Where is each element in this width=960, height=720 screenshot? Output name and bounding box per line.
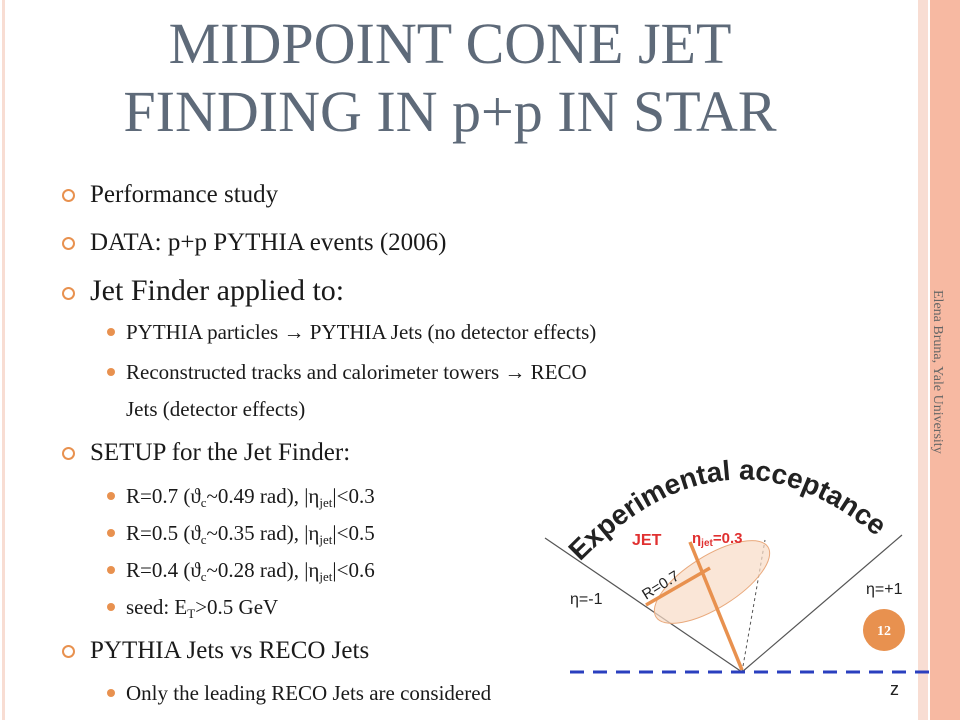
sub-bullet-text: PYTHIA particles → PYTHIA Jets (no detec…	[126, 319, 596, 345]
sub-bullet-text: seed: ET>0.5 GeV	[126, 594, 278, 620]
page-number: 12	[877, 624, 891, 639]
text-run: Only the leading RECO Jets are considere…	[126, 681, 492, 705]
bullet	[62, 645, 75, 658]
bullet	[62, 237, 75, 250]
text-run: ~0.49 rad), |η	[206, 484, 320, 508]
jet-axis	[741, 539, 766, 673]
sub-bullet-text: Reconstructed tracks and calorimeter tow…	[126, 359, 587, 385]
side-stripe	[930, 0, 960, 720]
sub-bullet	[107, 603, 115, 611]
text-run: c	[200, 532, 207, 547]
text-run: |<0.6	[332, 558, 375, 582]
title-line: FINDING IN p+p IN STAR	[123, 79, 777, 144]
text-run: Performance study	[90, 181, 279, 208]
text-run: DATA: p+p PYTHIA events (2006)	[90, 229, 447, 256]
text-run: η	[692, 530, 701, 547]
text-run: SETUP for the Jet Finder:	[90, 439, 351, 466]
bullet-text: SETUP for the Jet Finder:	[90, 438, 350, 468]
bullet	[62, 447, 75, 460]
sub-bullet	[107, 368, 115, 376]
sub-bullet-text: Jets (detector effects)	[126, 396, 305, 422]
bullet-text: Performance study	[90, 180, 278, 210]
sub-bullet	[107, 566, 115, 574]
text-run: ~0.28 rad), |η	[206, 558, 320, 582]
text-run: PYTHIA particles → PYTHIA Jets (no detec…	[126, 320, 597, 344]
text-run: T	[187, 606, 196, 621]
text-run: R=0.4 (ϑ	[126, 558, 201, 582]
text-run: |<0.3	[332, 484, 375, 508]
acceptance-edge	[741, 534, 903, 673]
text-run: c	[200, 495, 207, 510]
acceptance-edge	[544, 537, 743, 673]
text-run: jet	[319, 532, 333, 547]
sub-bullet	[107, 689, 115, 697]
bullet	[62, 287, 75, 300]
bullet	[62, 189, 75, 202]
sub-bullet	[107, 492, 115, 500]
text-run: jet	[700, 538, 713, 549]
sub-bullet	[107, 529, 115, 537]
eta-right-label: η=+1	[866, 581, 903, 598]
text-run: c	[200, 569, 207, 584]
sub-bullet-text: R=0.7 (ϑc~0.49 rad), |ηjet|<0.3	[126, 483, 375, 509]
sub-bullet-text: Only the leading RECO Jets are considere…	[126, 680, 491, 706]
text-run: R=0.5 (ϑ	[126, 521, 201, 545]
text-run: =0.3	[713, 530, 743, 547]
page-badge	[863, 609, 905, 651]
text-run: R=0.7 (ϑ	[126, 484, 201, 508]
text-run: PYTHIA Jets vs RECO Jets	[90, 637, 370, 664]
text-run: seed: E	[126, 595, 188, 619]
text-run: ~0.35 rad), |η	[206, 521, 320, 545]
bullet-text: DATA: p+p PYTHIA events (2006)	[90, 228, 447, 258]
axis-label: z	[890, 679, 899, 699]
sub-bullet-text: R=0.4 (ϑc~0.28 rad), |ηjet|<0.6	[126, 557, 375, 583]
text-run: >0.5 GeV	[195, 595, 279, 619]
radius-line	[645, 566, 711, 607]
side-stripe	[2, 0, 5, 720]
sub-bullet	[107, 328, 115, 336]
jet-arrow	[688, 541, 744, 671]
text-run: jet	[319, 569, 333, 584]
bullet-text: Jet Finder applied to:	[90, 276, 344, 306]
eta-jet-label: ηjet=0.3	[692, 530, 742, 549]
text-run: Reconstructed tracks and calorimeter tow…	[126, 360, 587, 384]
sub-bullet-text: R=0.5 (ϑc~0.35 rad), |ηjet|<0.5	[126, 520, 375, 546]
text-run: jet	[319, 495, 333, 510]
text-run: Jet Finder applied to:	[90, 274, 345, 307]
bullet-text: PYTHIA Jets vs RECO Jets	[90, 636, 369, 666]
eta-left-label: η=-1	[570, 591, 603, 608]
text-run: |<0.5	[332, 521, 375, 545]
text-run: Jets (detector effects)	[126, 397, 306, 421]
jet-label: JET	[632, 532, 662, 549]
title-line: MIDPOINT CONE JET	[168, 11, 732, 76]
side-stripe	[918, 0, 928, 720]
